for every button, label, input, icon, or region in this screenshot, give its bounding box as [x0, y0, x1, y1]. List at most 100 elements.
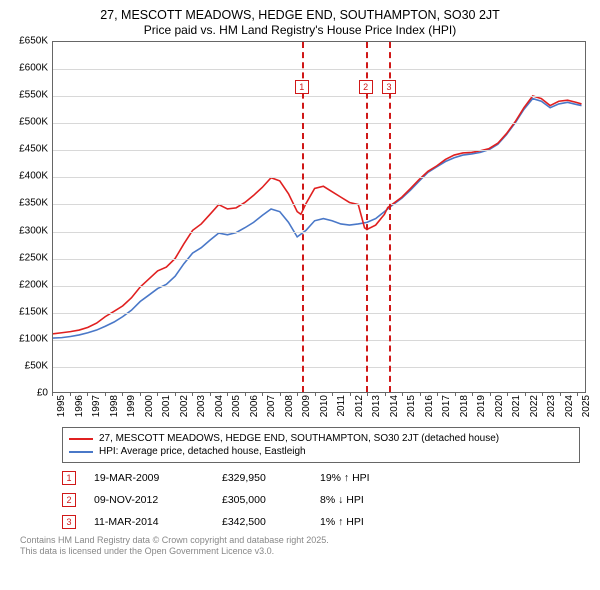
x-tickmark — [455, 392, 456, 396]
sales-row: 119-MAR-2009£329,95019% ↑ HPI — [62, 467, 580, 489]
x-tick-label: 2001 — [161, 395, 172, 417]
sales-delta: 1% ↑ HPI — [320, 516, 364, 528]
chart-area: £0£50K£100K£150K£200K£250K£300K£350K£400… — [10, 41, 590, 421]
x-tickmark — [525, 392, 526, 396]
y-tick-label: £350K — [19, 198, 48, 209]
sales-price: £342,500 — [222, 516, 302, 528]
x-tick-label: 2023 — [546, 395, 557, 417]
x-tickmark — [472, 392, 473, 396]
sales-date: 19-MAR-2009 — [94, 472, 204, 484]
gridline-h — [53, 340, 585, 341]
x-tick-label: 2008 — [284, 395, 295, 417]
x-tick-label: 2018 — [459, 395, 470, 417]
gridline-h — [53, 96, 585, 97]
legend-swatch-property — [69, 438, 93, 440]
y-tick-label: £0 — [37, 388, 48, 399]
x-tick-label: 2014 — [389, 395, 400, 417]
sales-row: 209-NOV-2012£305,0008% ↓ HPI — [62, 489, 580, 511]
gridline-h — [53, 286, 585, 287]
event-line — [366, 42, 368, 392]
title-line1: 27, MESCOTT MEADOWS, HEDGE END, SOUTHAMP… — [10, 8, 590, 22]
sales-marker: 2 — [62, 493, 76, 507]
x-tick-label: 2021 — [511, 395, 522, 417]
y-tick-label: £50K — [25, 360, 48, 371]
y-tick-label: £600K — [19, 63, 48, 74]
y-tick-label: £550K — [19, 90, 48, 101]
event-line — [389, 42, 391, 392]
x-tick-label: 2012 — [354, 395, 365, 417]
y-tick-label: £100K — [19, 333, 48, 344]
gridline-h — [53, 204, 585, 205]
x-tick-label: 2025 — [581, 395, 592, 417]
x-tickmark — [490, 392, 491, 396]
y-tick-label: £500K — [19, 117, 48, 128]
gridline-h — [53, 123, 585, 124]
legend-swatch-hpi — [69, 451, 93, 453]
x-tickmark — [332, 392, 333, 396]
x-tick-label: 2016 — [424, 395, 435, 417]
x-tickmark — [507, 392, 508, 396]
y-tick-label: £200K — [19, 279, 48, 290]
x-tickmark — [367, 392, 368, 396]
x-tickmark — [385, 392, 386, 396]
event-line — [302, 42, 304, 392]
legend-label-hpi: HPI: Average price, detached house, East… — [99, 446, 306, 457]
x-tick-label: 2015 — [406, 395, 417, 417]
y-tick-label: £150K — [19, 306, 48, 317]
x-tickmark — [192, 392, 193, 396]
x-tickmark — [437, 392, 438, 396]
sales-table: 119-MAR-2009£329,95019% ↑ HPI209-NOV-201… — [62, 467, 580, 533]
x-tickmark — [122, 392, 123, 396]
footer-attribution: Contains HM Land Registry data © Crown c… — [20, 535, 580, 558]
x-tick-label: 2013 — [371, 395, 382, 417]
x-tickmark — [315, 392, 316, 396]
event-marker: 2 — [359, 80, 373, 94]
x-tickmark — [157, 392, 158, 396]
gridline-h — [53, 232, 585, 233]
series-line-hpi — [53, 99, 582, 339]
x-tickmark — [560, 392, 561, 396]
gridline-h — [53, 259, 585, 260]
sales-price: £305,000 — [222, 494, 302, 506]
x-tickmark — [297, 392, 298, 396]
x-tickmark — [577, 392, 578, 396]
sales-price: £329,950 — [222, 472, 302, 484]
footer-line2: This data is licensed under the Open Gov… — [20, 546, 580, 557]
gridline-h — [53, 177, 585, 178]
x-tick-label: 2024 — [564, 395, 575, 417]
x-tickmark — [542, 392, 543, 396]
x-tick-label: 1996 — [74, 395, 85, 417]
x-tickmark — [350, 392, 351, 396]
y-axis: £0£50K£100K£150K£200K£250K£300K£350K£400… — [10, 41, 52, 393]
x-tick-label: 1995 — [56, 395, 67, 417]
x-tickmark — [245, 392, 246, 396]
sales-marker: 3 — [62, 515, 76, 529]
x-tickmark — [70, 392, 71, 396]
y-tick-label: £450K — [19, 144, 48, 155]
x-tick-label: 2004 — [214, 395, 225, 417]
x-tick-label: 2005 — [231, 395, 242, 417]
x-tickmark — [280, 392, 281, 396]
x-tick-label: 2000 — [144, 395, 155, 417]
legend-item-property: 27, MESCOTT MEADOWS, HEDGE END, SOUTHAMP… — [69, 432, 573, 445]
event-marker: 3 — [382, 80, 396, 94]
sales-delta: 8% ↓ HPI — [320, 494, 364, 506]
y-tick-label: £300K — [19, 225, 48, 236]
gridline-h — [53, 150, 585, 151]
x-tick-label: 2022 — [529, 395, 540, 417]
gridline-h — [53, 367, 585, 368]
x-tickmark — [210, 392, 211, 396]
sales-row: 3 11-MAR-2014 £342,500 1% ↑ HPI — [62, 511, 580, 533]
sales-delta: 19% ↑ HPI — [320, 472, 370, 484]
x-tick-label: 2009 — [301, 395, 312, 417]
title-line2: Price paid vs. HM Land Registry's House … — [10, 23, 590, 37]
sales-date: 11-MAR-2014 — [94, 516, 204, 528]
legend-label-property: 27, MESCOTT MEADOWS, HEDGE END, SOUTHAMP… — [99, 433, 499, 444]
x-tickmark — [140, 392, 141, 396]
footer-line1: Contains HM Land Registry data © Crown c… — [20, 535, 580, 546]
x-tick-label: 1999 — [126, 395, 137, 417]
x-tickmark — [420, 392, 421, 396]
x-tick-label: 2017 — [441, 395, 452, 417]
x-tickmark — [262, 392, 263, 396]
legend-item-hpi: HPI: Average price, detached house, East… — [69, 445, 573, 458]
